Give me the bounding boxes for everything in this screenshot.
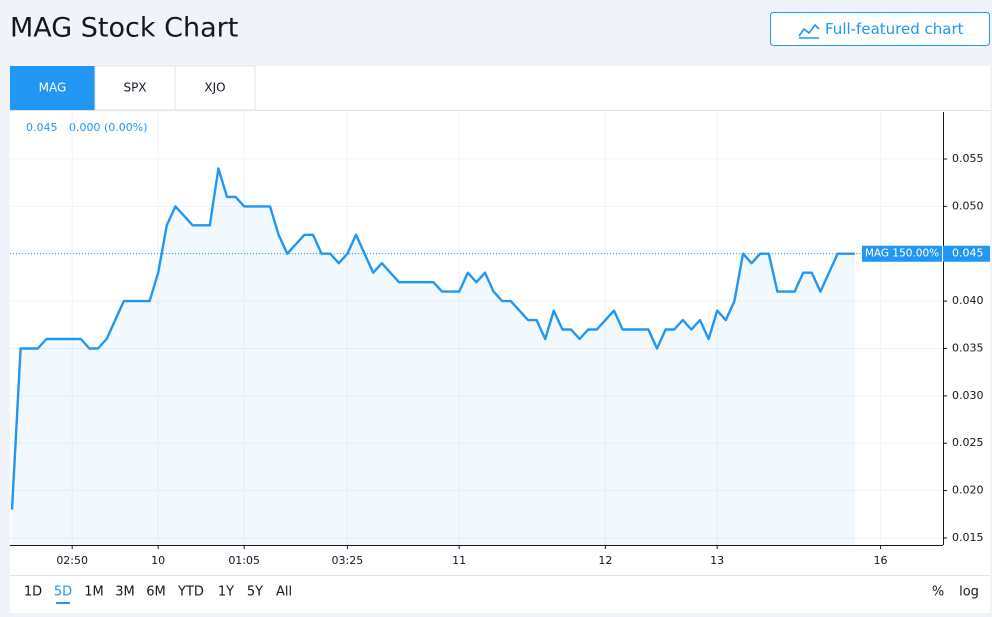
range-button[interactable]: 5D: [54, 585, 72, 600]
x-tick-label: 16: [874, 554, 888, 567]
range-button[interactable]: 3M: [115, 585, 135, 600]
button-label[interactable]: Full-featured chart: [825, 20, 964, 38]
x-tick-label: 11: [452, 554, 466, 567]
tab[interactable]: [10, 66, 95, 110]
y-tick-label: 0.025: [952, 436, 984, 449]
page-title: MAG Stock Chart: [10, 13, 238, 44]
chart-card: [10, 66, 990, 613]
x-tick-label: 10: [151, 554, 165, 567]
tab-label[interactable]: SPX: [123, 81, 146, 95]
chart-icon: [798, 23, 820, 37]
range-button[interactable]: 6M: [146, 585, 166, 600]
y-tick-label: 0.035: [952, 341, 984, 354]
range-button[interactable]: 1Y: [218, 585, 234, 600]
area: [11, 168, 855, 545]
range-button[interactable]: 1D: [24, 585, 42, 600]
y-tick-label: 0.050: [952, 199, 984, 212]
scale-button[interactable]: log: [959, 585, 979, 600]
tab-label[interactable]: XJO: [204, 81, 225, 95]
y-tick-label: 0.055: [952, 152, 984, 165]
tab-label[interactable]: MAG: [39, 81, 67, 95]
y-tick-label: 0.030: [952, 389, 984, 402]
tab[interactable]: [174, 65, 256, 111]
last-price-label: 0.045: [952, 247, 984, 260]
full-chart-button[interactable]: [770, 12, 990, 46]
legend-value: 0.045: [26, 121, 58, 134]
y-tick-label: 0.040: [952, 294, 984, 307]
last-label: MAG 150.00%: [865, 248, 939, 260]
tab[interactable]: [94, 65, 176, 111]
x-tick-label: 12: [598, 554, 612, 567]
y-tick-label: 0.015: [952, 531, 984, 544]
scale-button[interactable]: %: [932, 585, 944, 600]
range-button[interactable]: 1M: [84, 585, 104, 600]
x-tick-label: 01:05: [228, 554, 260, 567]
legend-change: 0.000 (0.00%): [69, 121, 148, 134]
range-button[interactable]: All: [276, 585, 292, 600]
last-price-tag: [943, 245, 990, 262]
price-line: [10, 167, 855, 510]
range-button[interactable]: 5Y: [247, 585, 263, 600]
x-tick-label: 13: [710, 554, 724, 567]
x-tick-label: 03:25: [332, 554, 364, 567]
y-tick-label: 0.020: [952, 484, 984, 497]
range-button[interactable]: YTD: [177, 585, 204, 600]
last-label-box: [862, 245, 942, 262]
x-tick-label: 02:50: [56, 554, 88, 567]
